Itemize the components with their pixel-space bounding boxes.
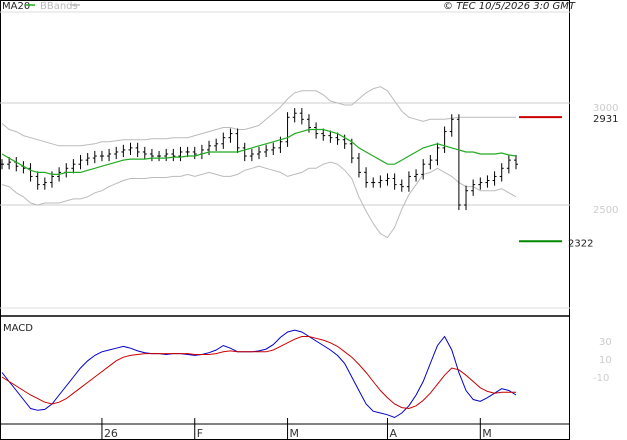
ohlc-bar xyxy=(506,155,511,174)
ohlc-bar xyxy=(449,114,454,137)
macd-tick-label: -10 xyxy=(593,373,609,384)
level-label-2322: 2322 xyxy=(568,238,593,249)
ohlc-bar xyxy=(71,159,76,174)
ohlc-bar xyxy=(392,173,397,190)
ohlc-bar xyxy=(157,150,162,162)
ohlc-bar xyxy=(207,140,212,156)
level-label-2931: 2931 xyxy=(593,114,618,125)
ohlc-bar xyxy=(242,142,247,162)
ohlc-bar xyxy=(35,171,40,190)
legend-bbands: BBands xyxy=(40,1,78,12)
macd-title: MACD xyxy=(3,323,33,334)
ohlc-bar xyxy=(292,108,297,123)
ohlc-bar xyxy=(364,167,369,188)
ohlc-bar xyxy=(442,126,447,153)
ohlc-bar xyxy=(421,159,426,180)
ohlc-bar xyxy=(478,177,483,190)
ohlc-bar xyxy=(328,130,333,143)
ohlc-bar xyxy=(107,148,112,162)
price-tick-label: 2500 xyxy=(593,205,618,216)
ohlc-bar xyxy=(285,112,290,147)
ohlc-bar xyxy=(356,152,361,178)
ohlc-bar xyxy=(249,148,254,162)
ohlc-bar xyxy=(221,132,226,149)
month-label: F xyxy=(197,427,203,440)
ohlc-bar xyxy=(492,171,497,186)
ohlc-bar xyxy=(149,148,154,162)
month-label: M xyxy=(482,427,492,440)
ohlc-bar xyxy=(464,185,469,211)
ohlc-bar xyxy=(428,155,433,170)
ohlc-bar xyxy=(385,173,390,186)
bband-upper-line xyxy=(1,86,516,147)
ohlc-bar xyxy=(92,150,97,164)
ohlc-bar xyxy=(399,179,404,192)
month-label: 26 xyxy=(104,427,118,440)
macd-signal-line xyxy=(1,336,516,410)
ohlc-bar xyxy=(406,171,411,192)
ohlc-bar xyxy=(485,175,490,188)
ohlc-bar xyxy=(171,148,176,162)
ohlc-bar xyxy=(321,128,326,141)
ohlc-bar xyxy=(514,155,518,170)
ohlc-bar xyxy=(371,177,376,188)
chart-frame xyxy=(0,0,570,440)
ohlc-bar xyxy=(264,144,269,158)
ohlc-bar xyxy=(142,146,147,160)
month-label: M xyxy=(290,427,300,440)
ohlc-bar xyxy=(314,122,319,139)
ohlc-bar xyxy=(28,163,33,182)
ohlc-bar xyxy=(214,138,219,151)
ohlc-bar xyxy=(178,146,183,162)
ohlc-bar xyxy=(164,148,169,162)
macd-tick-label: 30 xyxy=(599,337,612,348)
ohlc-bar xyxy=(228,128,233,143)
ohlc-bar xyxy=(471,179,476,196)
ohlc-bar xyxy=(85,152,90,166)
ohlc-bar xyxy=(185,146,190,158)
ohlc-bar xyxy=(299,108,304,125)
ohlc-bar xyxy=(257,146,261,160)
ohlc-bar xyxy=(135,142,140,158)
ohlc-bar xyxy=(114,146,119,160)
ohlc-bar xyxy=(271,142,276,156)
ohlc-bar xyxy=(121,144,126,158)
price-tick-label: 3000 xyxy=(593,103,618,114)
ohlc-bar xyxy=(414,169,419,182)
ohlc-bar xyxy=(128,142,133,156)
ohlc-bar xyxy=(235,128,240,153)
ohlc-bar xyxy=(435,142,440,166)
ohlc-bar xyxy=(0,159,4,170)
ohlc-bar xyxy=(378,175,383,188)
ohlc-bar xyxy=(456,114,461,211)
ohlc-bar xyxy=(78,155,83,170)
ohlc-bar xyxy=(7,157,12,170)
bband-lower-line xyxy=(1,161,517,239)
ohlc-bar xyxy=(14,157,19,172)
ohlc-bar xyxy=(199,144,204,160)
ohlc-bar xyxy=(335,132,340,145)
legend-ma20: MA20 xyxy=(2,1,30,12)
ohlc-bar xyxy=(499,163,504,182)
copyright-text: © TEC 10/5/2026 3:0 GMT xyxy=(443,1,576,12)
ohlc-bar xyxy=(349,138,354,164)
ma20-line xyxy=(1,128,517,175)
macd-line xyxy=(1,329,517,419)
ohlc-bar xyxy=(64,163,69,178)
month-label: A xyxy=(390,427,398,440)
macd-tick-label: 10 xyxy=(599,355,612,366)
ohlc-bar xyxy=(192,146,197,160)
ohlc-bar xyxy=(42,177,47,190)
ohlc-bar xyxy=(99,150,104,162)
